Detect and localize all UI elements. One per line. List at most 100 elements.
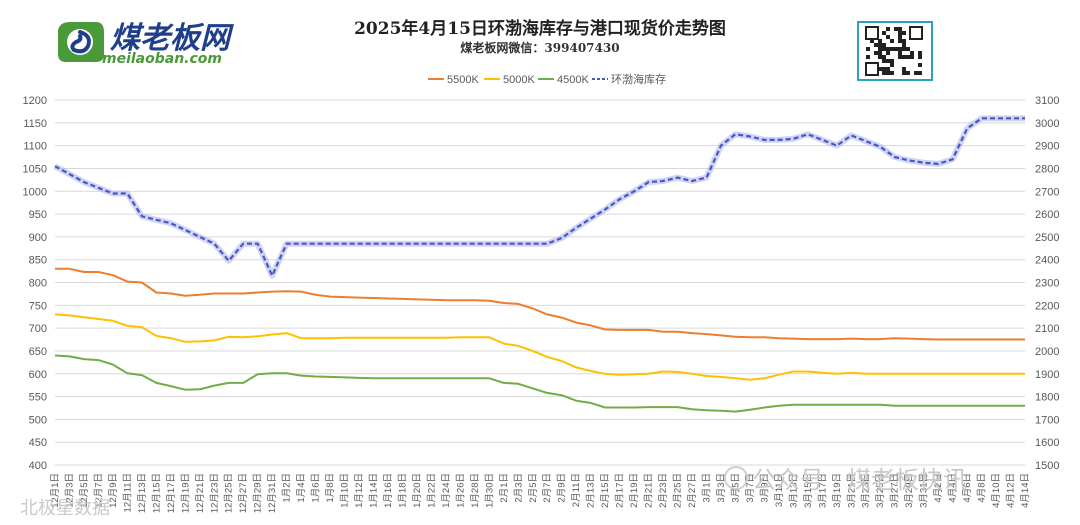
x-tick-label: 12月27日 bbox=[238, 473, 249, 513]
x-tick-label: 12月1日 bbox=[50, 473, 61, 508]
x-tick-label: 2月19日 bbox=[629, 473, 640, 508]
left-axis: 400 450 500 550 600 650 700 750 800 850 900 950 1000… bbox=[23, 95, 47, 472]
x-tick-label: 1月6日 bbox=[311, 473, 322, 503]
x-tick-label: 2月11日 bbox=[571, 473, 582, 507]
x-tick-label: 4月4日 bbox=[948, 473, 959, 503]
x-tick-label: 12月3日 bbox=[64, 473, 75, 508]
qr-cell bbox=[882, 59, 886, 63]
qr-cell bbox=[866, 47, 870, 51]
left-tick-label: 1050 bbox=[23, 163, 47, 175]
x-tick-label: 1月20日 bbox=[412, 473, 423, 508]
qr-finder bbox=[865, 62, 879, 76]
left-tick-label: 850 bbox=[29, 255, 47, 267]
qr-cell bbox=[898, 51, 902, 55]
qr-finder bbox=[909, 26, 923, 40]
right-tick-label: 2100 bbox=[1035, 323, 1059, 335]
x-tick-label: 3月17日 bbox=[817, 473, 828, 508]
left-tick-label: 900 bbox=[29, 232, 47, 244]
left-tick-label: 400 bbox=[29, 460, 47, 472]
qr-cell bbox=[886, 27, 890, 31]
x-tick-label: 12月17日 bbox=[166, 473, 177, 513]
qr-cell bbox=[898, 55, 902, 59]
qr-cell bbox=[874, 51, 878, 55]
qr-cell bbox=[886, 71, 890, 75]
x-tick-label: 3月7日 bbox=[745, 473, 756, 503]
wechat-icon bbox=[724, 466, 748, 490]
right-tick-label: 1900 bbox=[1035, 369, 1059, 381]
qr-cell bbox=[898, 35, 902, 39]
x-tick-label: 3月13日 bbox=[788, 473, 799, 508]
x-tick-label: 1月10日 bbox=[340, 473, 351, 508]
x-tick-label: 1月18日 bbox=[397, 473, 408, 508]
x-tick-label: 12月13日 bbox=[137, 473, 148, 513]
watermark-left: 北极星数据 bbox=[20, 498, 110, 519]
qr-cell bbox=[886, 67, 890, 71]
x-tick-label: 12月15日 bbox=[151, 473, 162, 513]
x-tick-label: 3月23日 bbox=[861, 473, 872, 508]
qr-cell bbox=[882, 71, 886, 75]
series-line-5000k bbox=[54, 313, 1025, 381]
x-tick-label: 1月16日 bbox=[383, 473, 394, 508]
x-tick-label: 3月21日 bbox=[846, 473, 857, 508]
legend-item-5500k: 5500K bbox=[428, 74, 479, 86]
qr-cell bbox=[878, 43, 882, 47]
qr-cell bbox=[886, 35, 890, 39]
right-tick-label: 2500 bbox=[1035, 232, 1059, 244]
left-tick-label: 600 bbox=[29, 369, 47, 381]
chart-title: 2025年4月15日环渤海库存与港口现货价走势图 bbox=[354, 18, 726, 39]
legend-item-5000k: 5000K bbox=[484, 74, 535, 86]
qr-cell bbox=[882, 47, 886, 51]
x-tick-label: 1月26日 bbox=[455, 473, 466, 508]
x-tick-label: 1月24日 bbox=[441, 473, 452, 508]
x-tick-label: 4月8日 bbox=[977, 473, 988, 503]
qr-cell bbox=[890, 47, 894, 51]
right-tick-label: 1800 bbox=[1035, 392, 1059, 404]
right-tick-label: 2600 bbox=[1035, 209, 1059, 221]
qr-cell bbox=[902, 47, 906, 51]
x-tick-label: 3月9日 bbox=[759, 473, 770, 503]
qr-cell bbox=[918, 51, 922, 55]
qr-cell bbox=[898, 31, 902, 35]
qr-cell bbox=[886, 59, 890, 63]
qr-cell bbox=[890, 63, 894, 67]
x-tick-label: 4月14日 bbox=[1020, 473, 1031, 508]
qr-cell bbox=[866, 55, 870, 59]
watermark-left-text: 北极星数据 bbox=[20, 498, 110, 519]
qr-cell bbox=[906, 55, 910, 59]
qr-cell bbox=[910, 51, 914, 55]
x-tick-label: 12月9日 bbox=[108, 473, 119, 508]
logo-emblem-icon bbox=[58, 22, 104, 62]
qr-cell bbox=[902, 67, 906, 71]
series-line-4500k bbox=[54, 354, 1025, 413]
x-tick-label: 1月30日 bbox=[484, 473, 495, 508]
x-tick-label: 12月25日 bbox=[224, 473, 235, 513]
qr-cell bbox=[918, 71, 922, 75]
x-tick-label: 3月3日 bbox=[716, 473, 727, 503]
qr-cell bbox=[902, 31, 906, 35]
right-tick-label: 1700 bbox=[1035, 414, 1059, 426]
right-tick-label: 2000 bbox=[1035, 346, 1059, 358]
x-tick-label: 12月21日 bbox=[195, 473, 206, 513]
x-tick-label: 2月21日 bbox=[644, 473, 655, 508]
qr-cell bbox=[878, 51, 882, 55]
x-tick-label: 2月3日 bbox=[513, 473, 524, 503]
left-tick-label: 1200 bbox=[23, 95, 47, 107]
chart-subtitle: 煤老板网微信：399407430 bbox=[460, 40, 619, 55]
qr-cell bbox=[874, 43, 878, 47]
x-tick-label: 12月29日 bbox=[253, 473, 264, 513]
x-tick-label: 2月17日 bbox=[615, 473, 626, 508]
right-axis: 1500 1600 1700 1800 1900 2000 2100 2200 2300 2400… bbox=[1035, 95, 1059, 472]
qr-cell bbox=[878, 55, 882, 59]
series-line-inventory-glow bbox=[53, 115, 1025, 279]
x-tick-label: 1月28日 bbox=[470, 473, 481, 508]
x-tick-label: 12月31日 bbox=[267, 473, 278, 513]
x-tick-label: 1月2日 bbox=[282, 473, 293, 503]
left-tick-label: 700 bbox=[29, 323, 47, 335]
qr-cell bbox=[898, 47, 902, 51]
qr-cell bbox=[902, 71, 906, 75]
watermark-right-text: 公众号 · 煤老板快讯 bbox=[752, 466, 967, 494]
series-line-inventory bbox=[54, 117, 1025, 277]
legend-label-4500k: 4500K bbox=[557, 74, 589, 86]
qr-finder bbox=[865, 26, 879, 40]
